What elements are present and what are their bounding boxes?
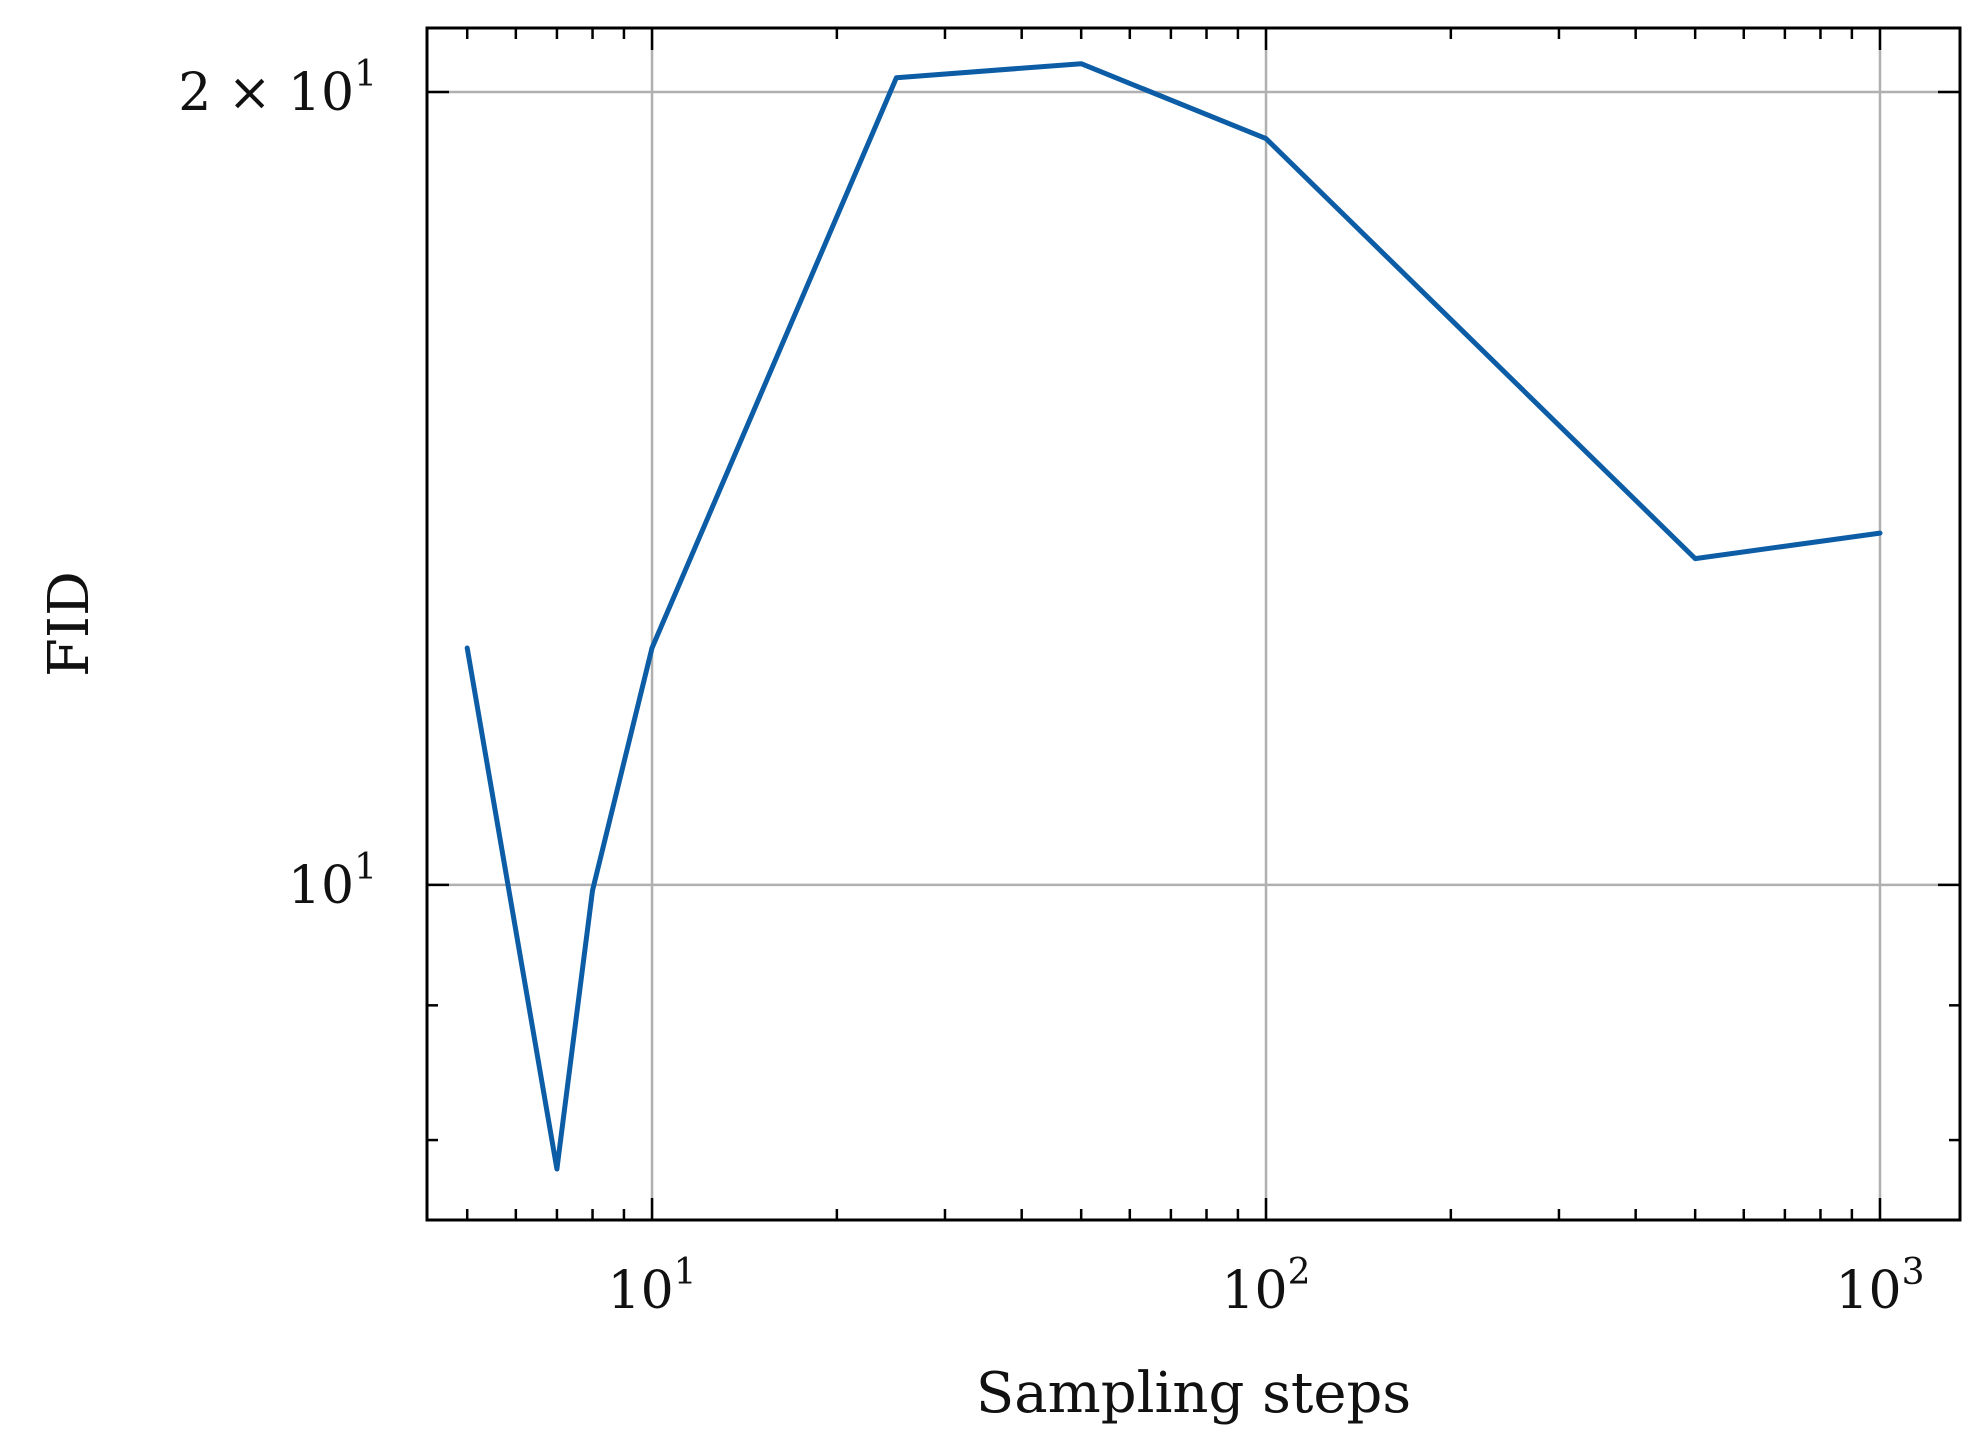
y-tick-label: 101	[288, 847, 377, 916]
x-tick-label: 101	[608, 1252, 697, 1321]
data-point	[1694, 558, 1696, 560]
data-point	[1879, 532, 1881, 534]
y-axis-label: FID	[37, 571, 102, 677]
data-point	[651, 647, 653, 649]
y-tick-label: 2 × 101	[178, 54, 377, 123]
ticks	[427, 28, 1960, 1220]
series-line	[464, 61, 1883, 1172]
data-point	[592, 890, 594, 892]
grid	[427, 28, 1960, 1220]
x-tick-label: 103	[1835, 1252, 1924, 1321]
data-point	[895, 77, 897, 79]
series-layer	[464, 61, 1883, 1172]
tick-labels: 101 102 103 101 2 × 101	[178, 54, 1924, 1321]
data-point	[556, 1168, 558, 1170]
x-tick-label: 102	[1221, 1252, 1310, 1321]
plot-frame	[425, 26, 1962, 1222]
data-point	[1080, 63, 1082, 65]
data-point	[466, 647, 468, 649]
x-axis-label: Sampling steps	[976, 1361, 1411, 1426]
data-point	[1265, 138, 1267, 140]
